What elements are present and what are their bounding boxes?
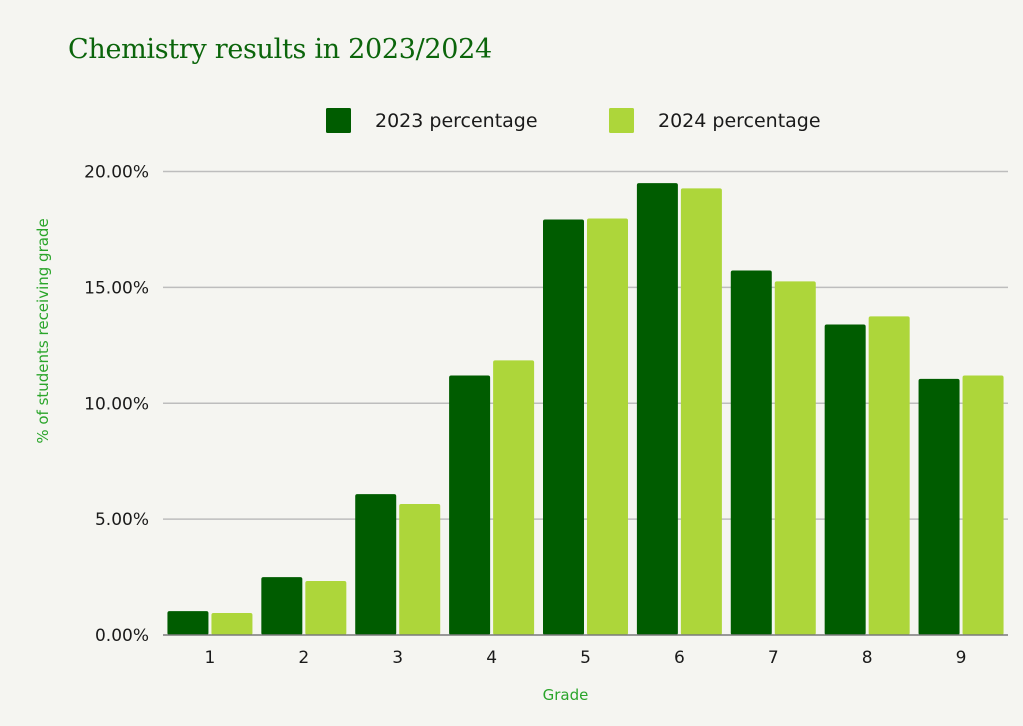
y-tick-label: 15.00% — [84, 278, 149, 298]
x-tick-label: 2 — [298, 648, 309, 668]
x-tick-label: 3 — [392, 648, 403, 668]
x-tick-label: 6 — [674, 648, 685, 668]
bar-2023-grade-2 — [261, 577, 303, 635]
x-axis-title: Grade — [543, 686, 589, 704]
legend: 2023 percentage 2024 percentage — [326, 108, 821, 133]
bar-2024-grade-8 — [868, 316, 910, 635]
bar-2023-grade-4 — [449, 375, 491, 635]
legend-item: 2023 percentage — [326, 108, 538, 133]
bar-2024-grade-4 — [493, 360, 535, 635]
y-tick-label: 5.00% — [95, 510, 149, 530]
y-tick-label: 20.00% — [84, 163, 149, 183]
bar-2023-grade-9 — [918, 378, 960, 635]
bar-2023-grade-6 — [636, 183, 678, 635]
bar-2024-grade-9 — [962, 375, 1004, 635]
legend-item: 2024 percentage — [609, 108, 821, 133]
legend-swatch — [609, 108, 634, 133]
bar-2023-grade-3 — [355, 494, 397, 635]
legend-swatch — [326, 108, 351, 133]
bar-2024-grade-1 — [211, 612, 253, 635]
x-axis-ticks: 1 2 3 4 5 6 7 8 9 — [205, 648, 967, 668]
bar-2024-grade-3 — [399, 504, 441, 635]
chart-title: Chemistry results in 2023/2024 — [68, 34, 492, 65]
x-tick-label: 1 — [205, 648, 216, 668]
legend-label: 2024 percentage — [658, 110, 821, 132]
bar-2023-grade-7 — [730, 270, 772, 635]
bar-2024-grade-5 — [587, 218, 628, 635]
x-tick-label: 4 — [486, 648, 497, 668]
legend-label: 2023 percentage — [375, 110, 538, 132]
bar-2024-grade-2 — [305, 581, 347, 635]
bars — [167, 183, 1004, 636]
gridlines — [163, 170, 1008, 520]
y-axis-title: % of students receiving grade — [34, 218, 52, 443]
bar-2023-grade-1 — [167, 611, 209, 635]
y-tick-label: 0.00% — [95, 626, 149, 646]
bar-2024-grade-7 — [774, 281, 816, 635]
x-tick-label: 5 — [580, 648, 591, 668]
x-tick-label: 7 — [768, 648, 779, 668]
y-tick-label: 10.00% — [84, 394, 149, 414]
x-tick-label: 8 — [862, 648, 873, 668]
bar-2023-grade-5 — [543, 219, 584, 636]
x-tick-label: 9 — [956, 648, 967, 668]
bar-2024-grade-6 — [680, 188, 722, 635]
bar-2023-grade-8 — [824, 324, 866, 635]
y-axis-ticks: 0.00% 5.00% 10.00% 15.00% 20.00% — [84, 163, 149, 647]
